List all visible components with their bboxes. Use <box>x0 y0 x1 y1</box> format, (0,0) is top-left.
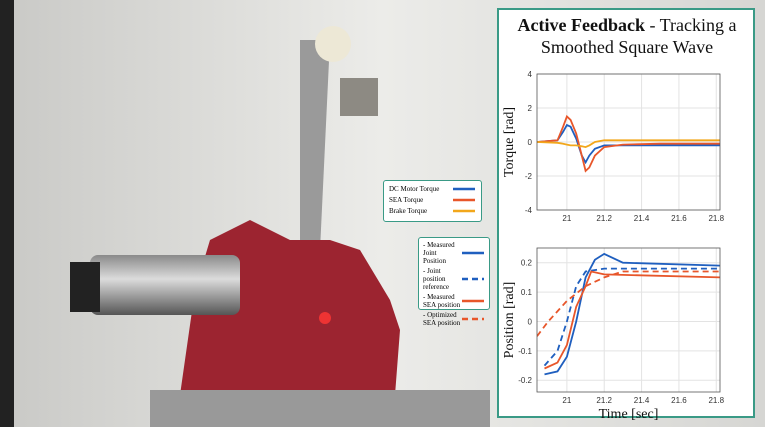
legend-label: - Measured SEA position <box>423 293 461 309</box>
y-tick-label: 0 <box>528 317 533 326</box>
x-tick-label: 21.8 <box>708 214 724 223</box>
legend-entry: - Measured SEA position <box>423 293 485 309</box>
legend-entry: - Joint position reference <box>423 267 485 291</box>
legend-entry: - Measured Joint Position <box>423 241 485 265</box>
y-tick-label: 2 <box>528 104 533 113</box>
y-tick-label: -0.1 <box>518 347 532 356</box>
legend-swatch <box>461 276 485 282</box>
x-tick-label: 21.2 <box>596 214 612 223</box>
legend-entry: - Optimized SEA position <box>423 311 485 327</box>
legend-label: - Measured Joint Position <box>423 241 461 265</box>
legend-swatch <box>452 197 476 203</box>
legend-swatch <box>452 208 476 214</box>
legend-label: SEA Torque <box>389 196 452 204</box>
y-tick-label: 0 <box>528 138 533 147</box>
y-tick-label: -0.2 <box>518 376 532 385</box>
legend-label: Brake Torque <box>389 207 452 215</box>
legend-swatch <box>452 186 476 192</box>
x-axis-title: Time [sec] <box>599 407 659 422</box>
page: Active Feedback - Tracking a Smoothed Sq… <box>0 0 765 427</box>
y-axis-title: Torque [rad] <box>502 107 517 177</box>
series-line <box>545 272 721 369</box>
y-tick-label: -2 <box>525 172 533 181</box>
legend-entry: SEA Torque <box>389 196 476 204</box>
y-tick-label: 0.2 <box>521 259 533 268</box>
legend-entry: DC Motor Torque <box>389 185 476 193</box>
legend-label: - Joint position reference <box>423 267 461 291</box>
x-tick-label: 21.8 <box>708 396 724 405</box>
y-tick-label: -4 <box>525 206 533 215</box>
legend-label: - Optimized SEA position <box>423 311 461 327</box>
x-tick-label: 21.2 <box>596 396 612 405</box>
x-tick-label: 21.6 <box>671 214 687 223</box>
x-tick-label: 21.6 <box>671 396 687 405</box>
y-tick-label: 4 <box>528 70 533 79</box>
x-tick-label: 21.4 <box>634 214 650 223</box>
x-tick-label: 21 <box>562 214 571 223</box>
legend: - Measured Joint Position- Joint positio… <box>418 237 490 310</box>
y-axis-title: Position [rad] <box>502 282 517 359</box>
legend-swatch <box>461 250 485 256</box>
x-tick-label: 21.4 <box>634 396 650 405</box>
plot-frame <box>537 248 720 392</box>
legend-swatch <box>461 298 485 304</box>
x-tick-label: 21 <box>562 396 571 405</box>
y-tick-label: 0.1 <box>521 288 533 297</box>
legend: DC Motor Torque SEA Torque Brake Torque <box>383 180 482 222</box>
legend-label: DC Motor Torque <box>389 185 452 193</box>
legend-swatch <box>461 316 485 322</box>
legend-entry: Brake Torque <box>389 207 476 215</box>
